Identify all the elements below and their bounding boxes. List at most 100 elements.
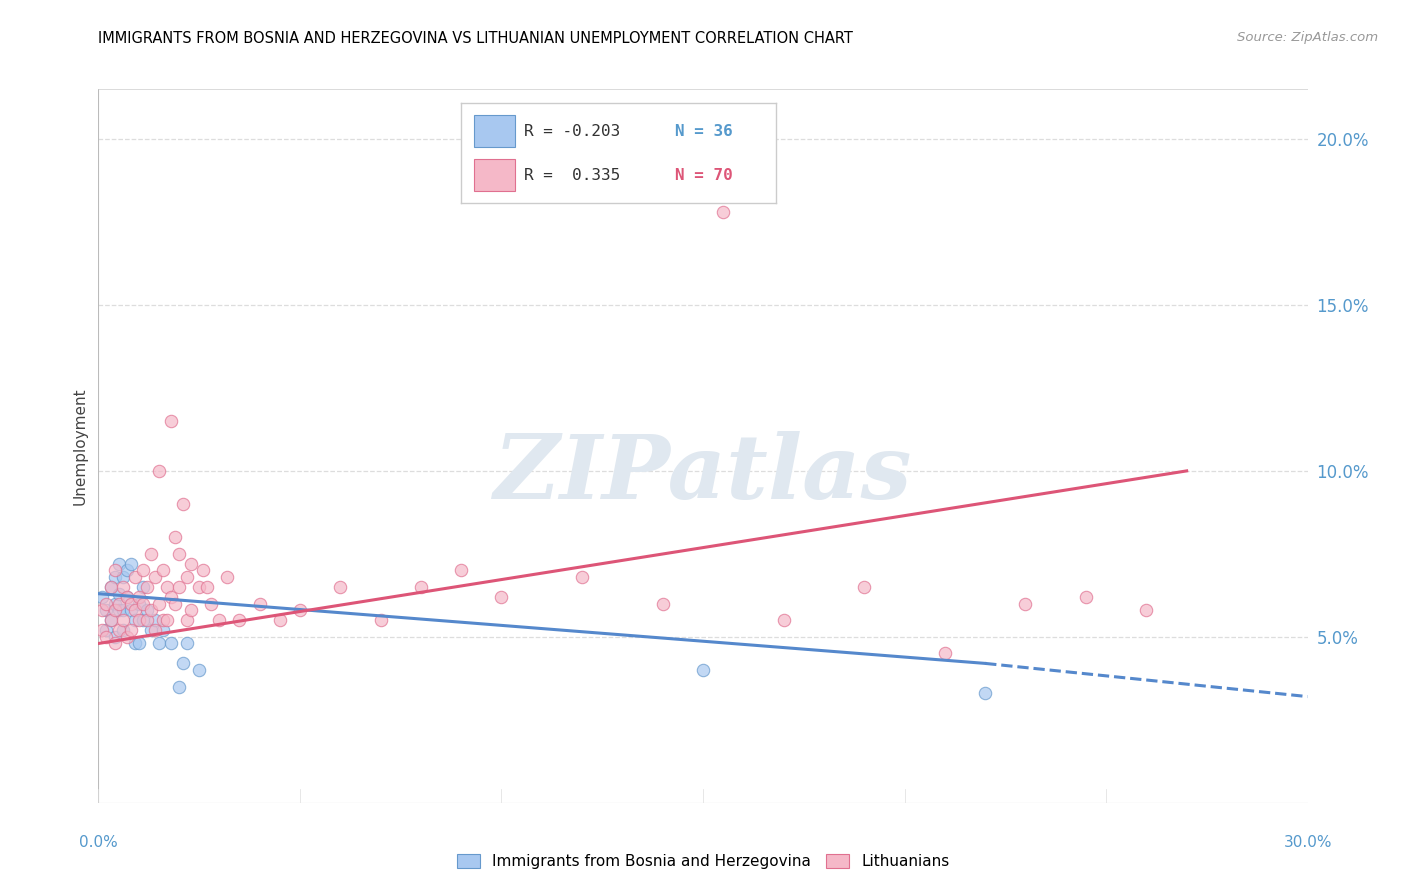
Point — [176, 613, 198, 627]
Point — [107, 603, 129, 617]
Point — [128, 636, 150, 650]
Point — [152, 624, 174, 638]
Point — [139, 547, 162, 561]
Point — [124, 570, 146, 584]
Point — [152, 613, 174, 627]
Point — [167, 547, 190, 561]
Point — [934, 647, 956, 661]
Point — [128, 613, 150, 627]
Point — [329, 580, 352, 594]
Point — [176, 636, 198, 650]
Point — [370, 613, 392, 627]
Text: 30.0%: 30.0% — [1284, 836, 1331, 850]
Point — [156, 580, 179, 594]
Point — [143, 613, 166, 627]
Point — [172, 497, 194, 511]
Point — [193, 564, 215, 578]
Point — [96, 624, 118, 638]
Point — [132, 597, 155, 611]
Point — [135, 580, 157, 594]
Text: ZIPatlas: ZIPatlas — [495, 432, 911, 517]
Point — [107, 557, 129, 571]
Point — [135, 603, 157, 617]
Point — [103, 564, 125, 578]
Point — [111, 603, 134, 617]
Point — [139, 624, 162, 638]
Point — [1074, 590, 1097, 604]
Point — [711, 205, 734, 219]
Point — [269, 613, 291, 627]
Point — [167, 680, 190, 694]
Point — [103, 630, 125, 644]
Point — [160, 414, 183, 428]
Point — [124, 613, 146, 627]
Point — [107, 624, 129, 638]
Point — [96, 597, 118, 611]
Point — [143, 624, 166, 638]
Point — [124, 603, 146, 617]
Point — [571, 570, 593, 584]
Point — [107, 597, 129, 611]
Point — [200, 597, 222, 611]
Point — [91, 624, 114, 638]
Point — [148, 636, 170, 650]
Legend: Immigrants from Bosnia and Herzegovina, Lithuanians: Immigrants from Bosnia and Herzegovina, … — [450, 848, 956, 875]
Point — [156, 613, 179, 627]
Point — [132, 564, 155, 578]
Point — [853, 580, 876, 594]
Point — [96, 603, 118, 617]
Point — [139, 603, 162, 617]
Point — [120, 597, 142, 611]
Point — [132, 580, 155, 594]
Point — [491, 590, 513, 604]
Point — [128, 597, 150, 611]
Text: Source: ZipAtlas.com: Source: ZipAtlas.com — [1237, 31, 1378, 45]
Point — [1014, 597, 1036, 611]
Point — [120, 557, 142, 571]
Point — [111, 624, 134, 638]
Point — [163, 530, 186, 544]
Point — [115, 590, 138, 604]
Point — [148, 597, 170, 611]
Point — [176, 570, 198, 584]
Point — [217, 570, 239, 584]
Point — [91, 603, 114, 617]
Point — [160, 590, 183, 604]
Point — [103, 636, 125, 650]
Point — [692, 663, 714, 677]
Point — [100, 613, 122, 627]
Point — [107, 587, 129, 601]
Point — [132, 613, 155, 627]
Point — [163, 597, 186, 611]
Point — [651, 597, 673, 611]
Point — [100, 613, 122, 627]
Point — [120, 603, 142, 617]
Point — [120, 624, 142, 638]
Point — [188, 663, 211, 677]
Point — [167, 580, 190, 594]
Y-axis label: Unemployment: Unemployment — [72, 387, 87, 505]
Point — [772, 613, 794, 627]
Point — [103, 603, 125, 617]
Point — [115, 564, 138, 578]
Point — [188, 580, 211, 594]
Point — [974, 686, 997, 700]
Point — [103, 570, 125, 584]
Point — [115, 590, 138, 604]
Point — [288, 603, 311, 617]
Point — [249, 597, 271, 611]
Point — [148, 464, 170, 478]
Point — [96, 630, 118, 644]
Point — [228, 613, 250, 627]
Point — [111, 580, 134, 594]
Point — [111, 613, 134, 627]
Point — [409, 580, 432, 594]
Point — [115, 630, 138, 644]
Point — [91, 590, 114, 604]
Point — [135, 613, 157, 627]
Point — [172, 657, 194, 671]
Point — [128, 590, 150, 604]
Point — [103, 597, 125, 611]
Point — [195, 580, 218, 594]
Text: IMMIGRANTS FROM BOSNIA AND HERZEGOVINA VS LITHUANIAN UNEMPLOYMENT CORRELATION CH: IMMIGRANTS FROM BOSNIA AND HERZEGOVINA V… — [98, 31, 853, 46]
